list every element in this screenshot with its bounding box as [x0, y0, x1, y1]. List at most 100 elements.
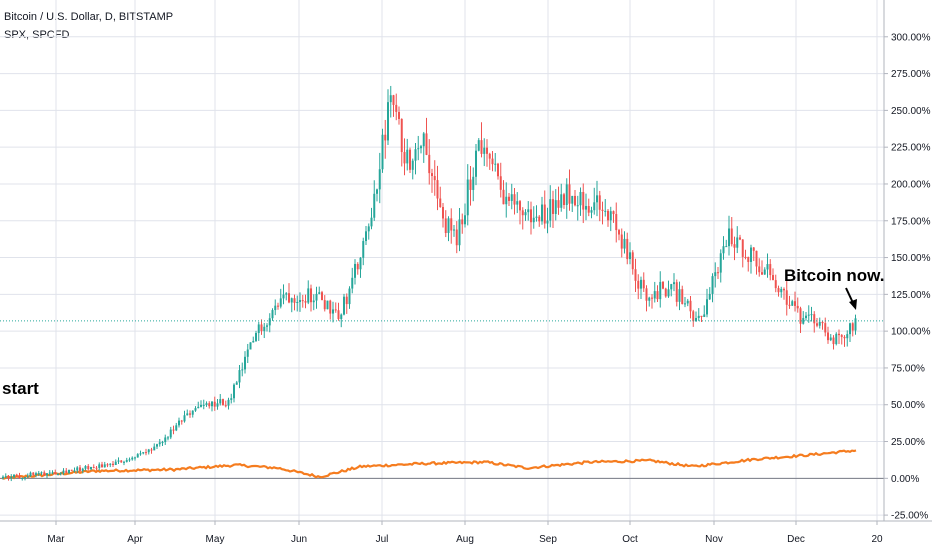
- candle-128: [354, 259, 356, 285]
- candle-body: [535, 216, 538, 218]
- candle-body: [87, 466, 90, 470]
- candle-body: [147, 449, 150, 453]
- candle-21: [59, 472, 62, 476]
- candle-body: [524, 212, 527, 216]
- candle-body: [318, 292, 321, 294]
- candle-272: [750, 244, 752, 274]
- candle-16: [46, 473, 48, 479]
- candle-85: [235, 380, 238, 385]
- candle-5: [15, 473, 18, 477]
- candle-body: [398, 111, 400, 119]
- candle-body: [563, 194, 565, 206]
- annotation-layer: start Bitcoin now.: [2, 266, 884, 398]
- candle-body: [486, 147, 488, 154]
- candle-102: [282, 284, 285, 305]
- candle-body: [282, 294, 285, 299]
- candle-269: [741, 239, 744, 268]
- chart-legend-overlay: SPX, SPCFD: [4, 29, 70, 41]
- candle-306: [843, 335, 846, 347]
- candle-194: [535, 205, 538, 222]
- candle-163: [450, 208, 453, 244]
- candle-191: [527, 201, 530, 221]
- candle-14: [40, 471, 43, 476]
- candle-body: [788, 304, 791, 306]
- candle-263: [725, 239, 728, 248]
- candle-body: [315, 293, 318, 301]
- candle-body: [464, 215, 466, 225]
- candle-body: [321, 292, 323, 301]
- candle-3: [10, 474, 13, 482]
- candle-280: [772, 268, 774, 281]
- candle-289: [796, 297, 799, 313]
- candle-body: [224, 405, 227, 407]
- candle-body: [739, 237, 741, 240]
- candle-body: [596, 195, 598, 203]
- candle-198: [546, 207, 549, 234]
- candle-78: [216, 398, 219, 410]
- candle-213: [587, 198, 590, 217]
- candle-116: [321, 290, 323, 301]
- candle-body: [395, 104, 398, 112]
- candle-body: [763, 269, 766, 275]
- candle-221: [609, 206, 612, 232]
- candle-body: [205, 403, 208, 405]
- candle-body: [65, 470, 68, 474]
- candle-body: [32, 472, 35, 475]
- y-tick-label: 275.00%: [891, 69, 931, 80]
- candle-41: [114, 459, 117, 466]
- candle-63: [175, 422, 178, 432]
- candle-94: [260, 319, 263, 335]
- candle-body: [425, 133, 428, 155]
- candle-body: [681, 289, 684, 305]
- candle-body: [134, 457, 136, 459]
- candle-259: [714, 262, 717, 288]
- candle-159: [439, 186, 442, 208]
- candle-283: [780, 286, 783, 298]
- candle-body: [323, 300, 326, 310]
- candle-211: [582, 183, 585, 224]
- candle-170: [469, 165, 472, 206]
- candle-276: [761, 260, 763, 275]
- candle-97: [268, 313, 271, 333]
- candle-body: [744, 256, 747, 258]
- candle-310: [854, 314, 857, 335]
- candle-body: [183, 415, 186, 422]
- candle-body: [312, 300, 315, 303]
- candle-body: [497, 163, 499, 177]
- candle-body: [695, 318, 697, 322]
- candle-57: [158, 439, 161, 447]
- candle-body: [593, 202, 596, 211]
- candle-body: [816, 323, 818, 326]
- candle-76: [211, 401, 213, 412]
- candle-277: [763, 267, 766, 275]
- candle-body: [587, 206, 590, 213]
- candle-body: [189, 413, 191, 415]
- candle-133: [367, 223, 370, 240]
- candle-body: [439, 198, 442, 207]
- candle-body: [10, 476, 13, 479]
- candle-42: [117, 457, 120, 465]
- candle-167: [461, 213, 464, 234]
- candle-62: [172, 425, 175, 435]
- candle-body: [546, 220, 549, 224]
- candle-195: [538, 215, 541, 227]
- candle-48: [134, 456, 136, 461]
- candle-body: [255, 333, 257, 341]
- candle-body: [62, 470, 65, 474]
- candle-body: [802, 318, 805, 324]
- candle-body: [125, 460, 128, 462]
- candle-body: [697, 315, 700, 319]
- candle-295: [813, 311, 816, 333]
- y-tick-label: 150.00%: [891, 253, 931, 264]
- candle-298: [821, 320, 824, 330]
- candle-body: [634, 269, 637, 281]
- candle-22: [62, 468, 65, 475]
- candle-284: [783, 287, 785, 300]
- candle-66: [183, 410, 186, 423]
- candle-body: [755, 250, 758, 267]
- candle-54: [150, 447, 153, 454]
- x-tick-label: Nov: [705, 534, 723, 545]
- candle-body: [57, 474, 59, 476]
- candle-214: [590, 206, 593, 219]
